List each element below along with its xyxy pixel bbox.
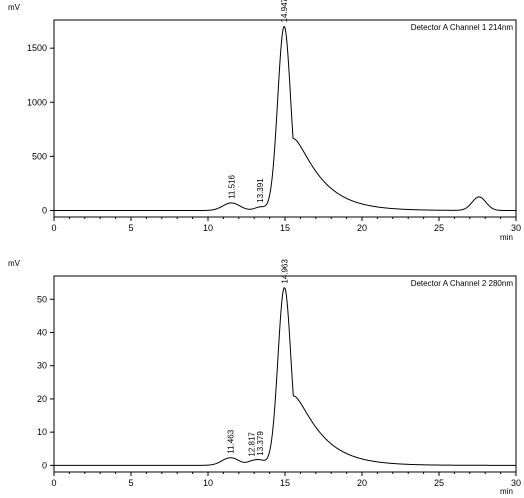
legend-label: Detector A Channel 1 214nm (411, 23, 514, 32)
peak-label: 14.963 (280, 259, 289, 284)
x-tick-label: 10 (203, 478, 213, 488)
x-tick-label: 30 (511, 223, 521, 233)
y-unit-label: mV (8, 3, 21, 12)
x-tick-label: 0 (51, 478, 56, 488)
x-tick-label: 20 (357, 223, 367, 233)
chromatogram-trace (54, 25, 516, 212)
peak-label: 13.391 (256, 178, 265, 203)
x-tick-label: 20 (357, 478, 367, 488)
plot-frame (53, 19, 517, 218)
peak-label: 14.947 (280, 0, 289, 22)
chart-channel-2: mV min Detector A Channel 2 280nm 0 5 10 15… (8, 259, 521, 496)
peak-label: 11.463 (227, 429, 236, 453)
x-tick-label: 5 (128, 478, 133, 488)
peak-label: 11.516 (227, 175, 236, 199)
y-tick-label: 1500 (27, 43, 47, 53)
x-tick-label: 5 (128, 223, 133, 233)
legend-label: Detector A Channel 2 280nm (411, 279, 514, 288)
x-tick-label: 25 (434, 478, 444, 488)
y-tick-label: 20 (37, 394, 47, 404)
x-tick-label: 0 (51, 223, 56, 233)
peak-label: 13.379 (256, 431, 265, 456)
x-unit-label: min (500, 233, 513, 242)
x-tick-label: 10 (203, 223, 213, 233)
y-tick-label: 0 (42, 206, 47, 216)
x-tick-label: 25 (434, 223, 444, 233)
chromatogram-trace (54, 287, 516, 466)
y-tick-label: 30 (37, 361, 47, 371)
chart-channel-1: mV min Detector A Channel 1 214nm 0 5 10 15… (8, 0, 521, 242)
peak-label: 12.817 (247, 432, 256, 457)
y-unit-label: mV (8, 259, 21, 268)
y-tick-label: 50 (37, 294, 47, 304)
y-tick-label: 40 (37, 327, 47, 337)
x-tick-label: 15 (280, 478, 290, 488)
x-unit-label: min (500, 487, 513, 496)
y-tick-label: 10 (37, 427, 47, 437)
y-tick-label: 500 (32, 151, 47, 161)
plot-frame (53, 275, 517, 473)
y-tick-label: 1000 (27, 97, 47, 107)
y-tick-label: 0 (42, 460, 47, 470)
x-tick-label: 30 (511, 478, 521, 488)
x-tick-label: 15 (280, 223, 290, 233)
